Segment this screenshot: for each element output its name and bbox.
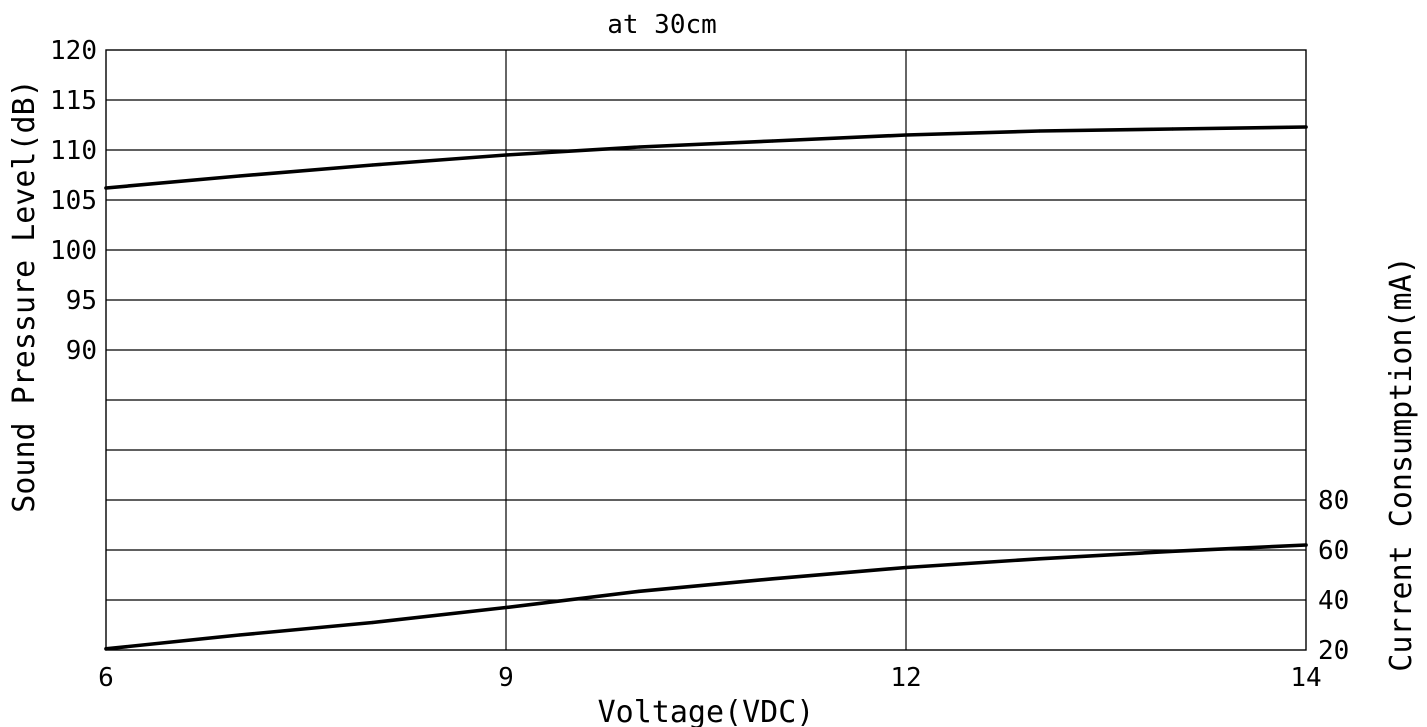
y-left-tick-label: 120 bbox=[50, 36, 97, 66]
y-left-tick-label: 90 bbox=[66, 336, 97, 366]
y-left-tick-label: 95 bbox=[66, 286, 97, 316]
spl-data-point bbox=[637, 145, 641, 149]
chart-title: at 30cm bbox=[607, 10, 717, 40]
spl-data-point bbox=[1304, 125, 1308, 129]
current-data-point bbox=[1171, 549, 1175, 553]
current-data-point bbox=[104, 647, 108, 651]
current-data-point bbox=[1037, 557, 1041, 561]
x-tick-label: 14 bbox=[1290, 663, 1321, 693]
current-data-point bbox=[371, 620, 375, 625]
x-tick-label: 6 bbox=[98, 663, 114, 693]
current-data-point bbox=[904, 565, 908, 570]
spl-data-point bbox=[237, 174, 241, 178]
spl-data-point bbox=[771, 139, 775, 143]
y-left-tick-label: 110 bbox=[50, 136, 97, 166]
y-right-tick-label: 80 bbox=[1318, 486, 1349, 516]
spl-data-point bbox=[1171, 127, 1175, 131]
y-left-tick-label: 115 bbox=[50, 86, 97, 116]
grid-lines bbox=[105, 49, 1307, 651]
y-axis-label-left: Sound Pressure Level(dB) bbox=[7, 79, 42, 512]
x-axis-label: Voltage(VDC) bbox=[598, 695, 815, 727]
x-tick-label: 9 bbox=[498, 663, 514, 693]
series-lines bbox=[104, 125, 1308, 651]
x-tick-label: 12 bbox=[890, 663, 921, 693]
current-data-point bbox=[771, 577, 775, 581]
current-data-point bbox=[1304, 543, 1308, 547]
spl-data-point bbox=[371, 163, 375, 167]
spl-data-point bbox=[104, 186, 108, 190]
spl-data-point bbox=[904, 133, 908, 137]
y-axis-label-right: Current Consumption(mA) bbox=[1384, 256, 1419, 671]
spl-series-line bbox=[104, 125, 1308, 190]
current-data-point bbox=[637, 589, 641, 593]
y-left-tick-label: 100 bbox=[50, 236, 97, 266]
y-right-tick-label: 20 bbox=[1318, 636, 1349, 666]
current-data-point bbox=[504, 605, 508, 610]
y-right-tick-label: 60 bbox=[1318, 536, 1349, 566]
spl-data-point bbox=[504, 153, 508, 157]
spl-data-point bbox=[1037, 129, 1041, 133]
chart-labels: at 30cm Voltage(VDC) Sound Pressure Leve… bbox=[7, 10, 1419, 727]
y-left-tick-label: 105 bbox=[50, 186, 97, 216]
current-data-point bbox=[237, 633, 241, 637]
current-series-line bbox=[104, 543, 1308, 651]
y-right-tick-label: 40 bbox=[1318, 586, 1349, 616]
